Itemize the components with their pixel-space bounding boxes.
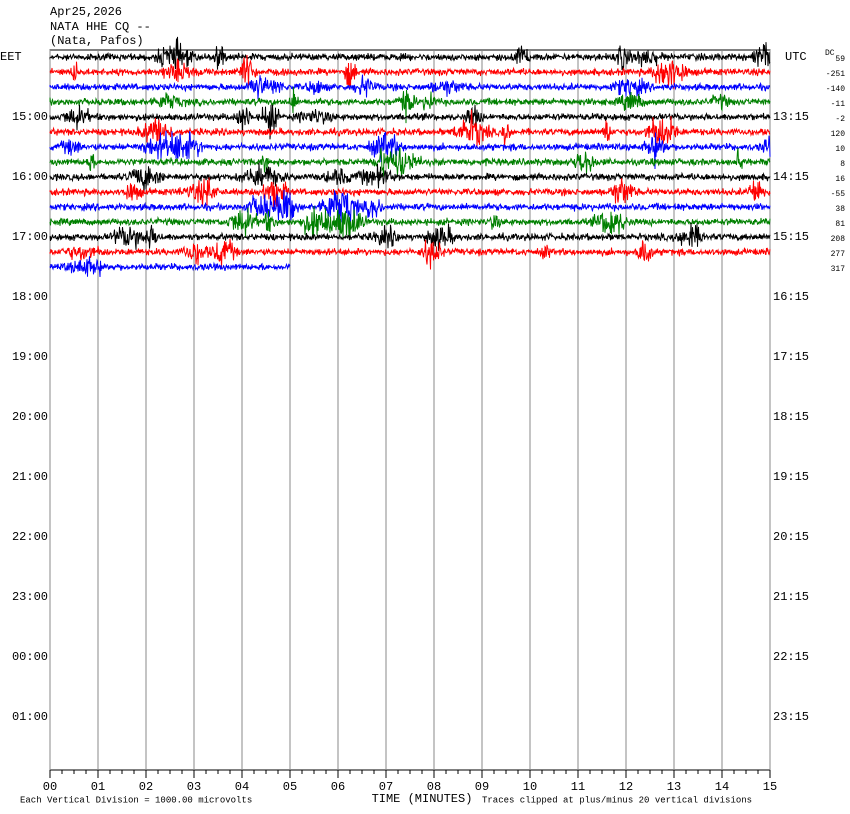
- x-tick-label: 15: [763, 780, 777, 794]
- y-tick-label: 17:00: [12, 230, 48, 244]
- y2-tick-label: 17:15: [773, 350, 809, 364]
- y-tick-label: 19:00: [12, 350, 48, 364]
- x-tick-label: 09: [475, 780, 489, 794]
- header-line: NATA HHE CQ --: [50, 20, 151, 34]
- dc-offset: 8: [840, 160, 845, 169]
- trace: [49, 104, 771, 140]
- dc-offset: 208: [831, 235, 846, 244]
- dc-offset: 120: [831, 130, 846, 139]
- x-tick-label: 10: [523, 780, 537, 794]
- y2-tick-label: 14:15: [773, 170, 809, 184]
- dc-offset: -140: [826, 85, 845, 94]
- trace: [49, 86, 771, 124]
- x-tick-label: 04: [235, 780, 249, 794]
- dc-offset: 38: [835, 205, 845, 214]
- y2-tick-label: 13:15: [773, 110, 809, 124]
- dc-offset: -2: [835, 115, 845, 124]
- y2-tick-label: 20:15: [773, 530, 809, 544]
- trace: [49, 238, 771, 270]
- y2-tick-label: 16:15: [773, 290, 809, 304]
- trace: [49, 256, 291, 278]
- y2-tick-label: 18:15: [773, 410, 809, 424]
- clip-note: Traces clipped at plus/minus 20 vertical…: [482, 795, 752, 805]
- x-tick-label: 08: [427, 780, 441, 794]
- trace: [49, 222, 771, 251]
- y-tick-label: 22:00: [12, 530, 48, 544]
- y2-tick-label: 23:15: [773, 710, 809, 724]
- dc-offset: -251: [826, 70, 845, 79]
- x-tick-label: 11: [571, 780, 585, 794]
- x-tick-label: 03: [187, 780, 201, 794]
- x-tick-label: 14: [715, 780, 729, 794]
- y-tick-label: 16:00: [12, 170, 48, 184]
- dc-offset: 277: [831, 250, 846, 259]
- trace: [49, 205, 771, 239]
- x-tick-label: 07: [379, 780, 393, 794]
- y-tick-label: 20:00: [12, 410, 48, 424]
- dc-offset: 317: [831, 265, 846, 274]
- y-tick-label: 01:00: [12, 710, 48, 724]
- trace: [49, 189, 771, 224]
- trace: [49, 109, 771, 148]
- x-tick-label: 12: [619, 780, 633, 794]
- trace: [49, 162, 771, 194]
- dc-offset: 10: [835, 145, 845, 154]
- scale-note: Each Vertical Division = 1000.00 microvo…: [20, 795, 252, 805]
- trace: [49, 36, 771, 71]
- offset-heading: DC: [825, 49, 835, 58]
- x-tick-label: 13: [667, 780, 681, 794]
- y2-tick-label: 19:15: [773, 470, 809, 484]
- x-tick-label: 06: [331, 780, 345, 794]
- y-tick-label: 15:00: [12, 110, 48, 124]
- y2-tick-label: 22:15: [773, 650, 809, 664]
- header-line: Apr25,2026: [50, 5, 122, 19]
- x-tick-label: 05: [283, 780, 297, 794]
- dc-offset: 59: [835, 55, 845, 64]
- x-tick-label: 01: [91, 780, 105, 794]
- y-tick-label: 00:00: [12, 650, 48, 664]
- y-tick-label: 23:00: [12, 590, 48, 604]
- left-zone: EET: [0, 50, 22, 64]
- x-axis-title: TIME (MINUTES): [372, 792, 473, 806]
- x-tick-label: 00: [43, 780, 57, 794]
- trace: [49, 74, 771, 100]
- y2-tick-label: 15:15: [773, 230, 809, 244]
- trace: [49, 147, 771, 177]
- trace: [49, 130, 771, 170]
- x-tick-label: 02: [139, 780, 153, 794]
- header-line: (Nata, Pafos): [50, 34, 144, 48]
- right-zone: UTC: [785, 50, 807, 64]
- y-tick-label: 18:00: [12, 290, 48, 304]
- dc-offset: -11: [831, 100, 846, 109]
- y2-tick-label: 21:15: [773, 590, 809, 604]
- trace: [49, 54, 771, 90]
- dc-offset: -55: [831, 190, 846, 199]
- dc-offset: 81: [835, 220, 845, 229]
- y-tick-label: 21:00: [12, 470, 48, 484]
- dc-offset: 16: [835, 175, 845, 184]
- trace: [49, 177, 771, 209]
